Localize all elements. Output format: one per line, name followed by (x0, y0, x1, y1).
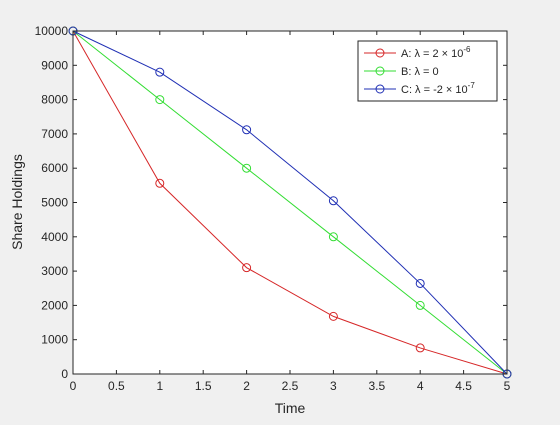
data-point (155, 67, 165, 77)
legend-marker (375, 48, 385, 58)
x-tick-label: 0 (70, 379, 77, 393)
y-tick-label: 1000 (41, 333, 68, 347)
legend-entry-exponent: -6 (463, 45, 471, 54)
legend-entry-text: C: λ = -2 × 10 (401, 84, 468, 96)
legend-marker (375, 66, 385, 76)
data-point (328, 196, 338, 206)
x-axis: 0 0.5 1 1.5 2 2.5 3 3.5 4 4.5 5 (70, 31, 511, 393)
legend-entry-text: A: λ = 2 × 10 (401, 48, 463, 60)
x-tick-label: 2.5 (282, 379, 299, 393)
y-tick-label: 3000 (41, 264, 68, 278)
y-tick-label: 6000 (41, 161, 68, 175)
data-point (328, 311, 338, 321)
data-point (415, 343, 425, 353)
series-line-0 (72, 30, 508, 375)
legend-entry-0: A: λ = 2 × 10-6 (401, 45, 471, 60)
legend-marker (375, 84, 385, 94)
x-axis-label: Time (275, 400, 306, 416)
y-axis: 0 1000 2000 3000 4000 5000 6000 7000 8000 9000 100… (35, 24, 507, 381)
data-point (242, 125, 252, 135)
data-point (328, 232, 338, 242)
x-tick-label: 1.5 (195, 379, 212, 393)
y-tick-label: 5000 (41, 196, 68, 210)
data-point (242, 263, 252, 273)
y-tick-label: 2000 (41, 298, 68, 312)
data-point (415, 300, 425, 310)
x-tick-label: 1 (156, 379, 163, 393)
x-tick-label: 4.5 (455, 379, 472, 393)
series-layer (68, 26, 512, 379)
x-tick-label: 5 (504, 379, 511, 393)
y-tick-label: 0 (61, 367, 68, 381)
series-line-2 (72, 30, 508, 375)
x-tick-label: 3 (330, 379, 337, 393)
data-point (415, 278, 425, 288)
data-point (155, 95, 165, 105)
series-line-1 (72, 30, 508, 375)
x-tick-label: 3.5 (368, 379, 385, 393)
y-tick-label: 4000 (41, 230, 68, 244)
y-tick-label: 7000 (41, 127, 68, 141)
data-point (155, 178, 165, 188)
y-tick-label: 10000 (35, 24, 69, 38)
legend-entry-text: B: λ = 0 (401, 66, 439, 78)
legend-entry-2: C: λ = -2 × 10-7 (401, 81, 475, 96)
x-tick-label: 0.5 (108, 379, 125, 393)
legend: A: λ = 2 × 10-6 B: λ = 0 C: λ = -2 × 10-7 (357, 40, 498, 102)
y-axis-label: Share Holdings (9, 154, 25, 250)
data-point (242, 163, 252, 173)
x-tick-label: 4 (417, 379, 424, 393)
x-tick-label: 2 (243, 379, 250, 393)
y-tick-label: 9000 (41, 58, 68, 72)
y-tick-label: 8000 (41, 93, 68, 107)
legend-entry-exponent: -7 (468, 81, 476, 90)
legend-entry-1: B: λ = 0 (401, 66, 439, 78)
